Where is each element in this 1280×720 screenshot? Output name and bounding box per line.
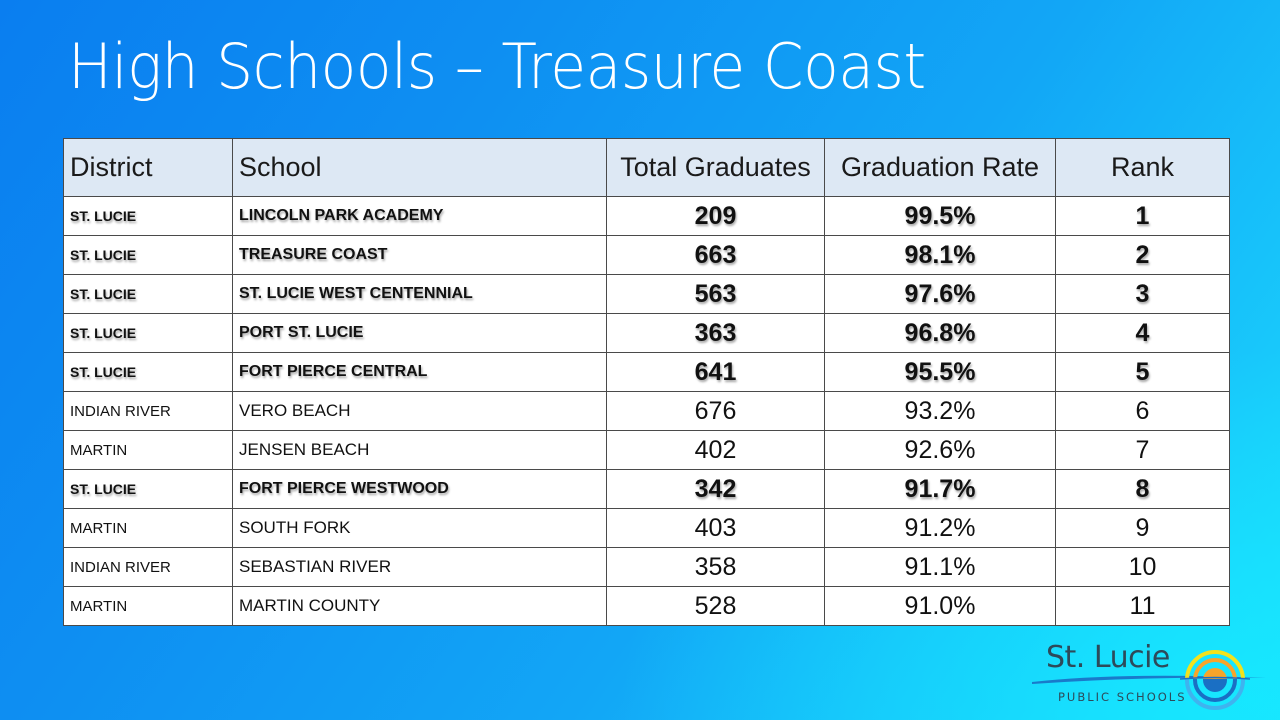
- sun-over-water-icon: [1180, 650, 1250, 710]
- cell-total-graduates: 342: [606, 469, 825, 509]
- table-row: MARTIN JENSEN BEACH 402 92.6% 7: [63, 430, 1230, 470]
- logo-subtitle: PUBLIC SCHOOLS: [1058, 690, 1187, 704]
- cell-school: JENSEN BEACH: [232, 430, 607, 470]
- table-row: ST. LUCIE PORT ST. LUCIE 363 96.8% 4: [63, 313, 1230, 353]
- cell-school: TREASURE COAST: [232, 235, 607, 275]
- cell-district: INDIAN RIVER: [63, 547, 233, 587]
- cell-graduation-rate: 93.2%: [824, 391, 1056, 431]
- cell-rank: 3: [1055, 274, 1230, 314]
- cell-total-graduates: 209: [606, 196, 825, 236]
- cell-graduation-rate: 91.7%: [824, 469, 1056, 509]
- cell-rank: 9: [1055, 508, 1230, 548]
- cell-district: INDIAN RIVER: [63, 391, 233, 431]
- table-row: ST. LUCIE FORT PIERCE WESTWOOD 342 91.7%…: [63, 469, 1230, 509]
- cell-total-graduates: 563: [606, 274, 825, 314]
- cell-rank: 11: [1055, 586, 1230, 626]
- header-graduation-rate: Graduation Rate: [824, 138, 1056, 197]
- cell-school: FORT PIERCE CENTRAL: [232, 352, 607, 392]
- logo-name: St. Lucie: [1046, 640, 1170, 675]
- cell-district: ST. LUCIE: [63, 352, 233, 392]
- cell-district: ST. LUCIE: [63, 469, 233, 509]
- cell-total-graduates: 641: [606, 352, 825, 392]
- cell-total-graduates: 358: [606, 547, 825, 587]
- cell-school: VERO BEACH: [232, 391, 607, 431]
- st-lucie-public-schools-logo: St. Lucie PUBLIC SCHOOLS: [1030, 640, 1270, 712]
- cell-graduation-rate: 95.5%: [824, 352, 1056, 392]
- cell-district: MARTIN: [63, 430, 233, 470]
- cell-district: MARTIN: [63, 508, 233, 548]
- rankings-table: District School Total Graduates Graduati…: [63, 138, 1230, 626]
- cell-rank: 6: [1055, 391, 1230, 431]
- cell-district: ST. LUCIE: [63, 235, 233, 275]
- cell-total-graduates: 402: [606, 430, 825, 470]
- header-district: District: [63, 138, 233, 197]
- cell-school: FORT PIERCE WESTWOOD: [232, 469, 607, 509]
- rankings-table-container: District School Total Graduates Graduati…: [63, 138, 1230, 626]
- table-row: ST. LUCIE FORT PIERCE CENTRAL 641 95.5% …: [63, 352, 1230, 392]
- table-row: ST. LUCIE LINCOLN PARK ACADEMY 209 99.5%…: [63, 196, 1230, 236]
- header-total-graduates: Total Graduates: [606, 138, 825, 197]
- cell-school: SEBASTIAN RIVER: [232, 547, 607, 587]
- cell-total-graduates: 663: [606, 235, 825, 275]
- header-rank: Rank: [1055, 138, 1230, 197]
- cell-school: SOUTH FORK: [232, 508, 607, 548]
- cell-school: ST. LUCIE WEST CENTENNIAL: [232, 274, 607, 314]
- table-row: MARTIN SOUTH FORK 403 91.2% 9: [63, 508, 1230, 548]
- cell-total-graduates: 676: [606, 391, 825, 431]
- cell-rank: 7: [1055, 430, 1230, 470]
- cell-school: LINCOLN PARK ACADEMY: [232, 196, 607, 236]
- cell-rank: 8: [1055, 469, 1230, 509]
- table-row: INDIAN RIVER SEBASTIAN RIVER 358 91.1% 1…: [63, 547, 1230, 587]
- cell-graduation-rate: 96.8%: [824, 313, 1056, 353]
- cell-rank: 1: [1055, 196, 1230, 236]
- cell-rank: 2: [1055, 235, 1230, 275]
- cell-district: ST. LUCIE: [63, 274, 233, 314]
- cell-rank: 10: [1055, 547, 1230, 587]
- cell-total-graduates: 403: [606, 508, 825, 548]
- table-row: MARTIN MARTIN COUNTY 528 91.0% 11: [63, 586, 1230, 626]
- cell-graduation-rate: 92.6%: [824, 430, 1056, 470]
- logo-swoosh-icon: [1032, 675, 1266, 684]
- slide-title: High Schools – Treasure Coast: [68, 30, 926, 103]
- cell-graduation-rate: 91.1%: [824, 547, 1056, 587]
- cell-district: ST. LUCIE: [63, 196, 233, 236]
- table-row: INDIAN RIVER VERO BEACH 676 93.2% 6: [63, 391, 1230, 431]
- cell-graduation-rate: 98.1%: [824, 235, 1056, 275]
- cell-district: MARTIN: [63, 586, 233, 626]
- cell-rank: 4: [1055, 313, 1230, 353]
- cell-graduation-rate: 97.6%: [824, 274, 1056, 314]
- cell-graduation-rate: 91.0%: [824, 586, 1056, 626]
- cell-district: ST. LUCIE: [63, 313, 233, 353]
- table-header-row: District School Total Graduates Graduati…: [63, 138, 1230, 197]
- cell-total-graduates: 363: [606, 313, 825, 353]
- header-school: School: [232, 138, 607, 197]
- table-row: ST. LUCIE TREASURE COAST 663 98.1% 2: [63, 235, 1230, 275]
- cell-rank: 5: [1055, 352, 1230, 392]
- cell-graduation-rate: 91.2%: [824, 508, 1056, 548]
- table-row: ST. LUCIE ST. LUCIE WEST CENTENNIAL 563 …: [63, 274, 1230, 314]
- cell-school: PORT ST. LUCIE: [232, 313, 607, 353]
- cell-total-graduates: 528: [606, 586, 825, 626]
- cell-graduation-rate: 99.5%: [824, 196, 1056, 236]
- table-body: ST. LUCIE LINCOLN PARK ACADEMY 209 99.5%…: [63, 196, 1230, 626]
- cell-school: MARTIN COUNTY: [232, 586, 607, 626]
